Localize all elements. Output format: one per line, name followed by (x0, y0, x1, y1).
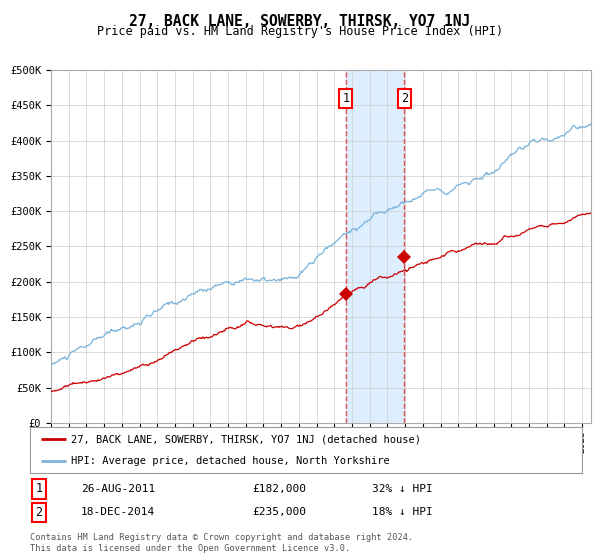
Text: Price paid vs. HM Land Registry's House Price Index (HPI): Price paid vs. HM Land Registry's House … (97, 25, 503, 38)
Text: 1: 1 (342, 92, 349, 105)
Bar (346, 70, 404, 423)
Text: Contains HM Land Registry data © Crown copyright and database right 2024.
This d: Contains HM Land Registry data © Crown c… (30, 533, 413, 553)
Text: 26-AUG-2011: 26-AUG-2011 (81, 484, 155, 494)
Text: 2: 2 (401, 92, 408, 105)
Text: 27, BACK LANE, SOWERBY, THIRSK, YO7 1NJ (detached house): 27, BACK LANE, SOWERBY, THIRSK, YO7 1NJ … (71, 434, 421, 444)
Text: 27, BACK LANE, SOWERBY, THIRSK, YO7 1NJ: 27, BACK LANE, SOWERBY, THIRSK, YO7 1NJ (130, 14, 470, 29)
Text: 18-DEC-2014: 18-DEC-2014 (81, 507, 155, 517)
Text: 32% ↓ HPI: 32% ↓ HPI (372, 484, 433, 494)
Text: 1: 1 (35, 482, 43, 496)
Text: HPI: Average price, detached house, North Yorkshire: HPI: Average price, detached house, Nort… (71, 456, 390, 466)
Text: £235,000: £235,000 (252, 507, 306, 517)
Text: 18% ↓ HPI: 18% ↓ HPI (372, 507, 433, 517)
Text: £182,000: £182,000 (252, 484, 306, 494)
Text: 2: 2 (35, 506, 43, 519)
